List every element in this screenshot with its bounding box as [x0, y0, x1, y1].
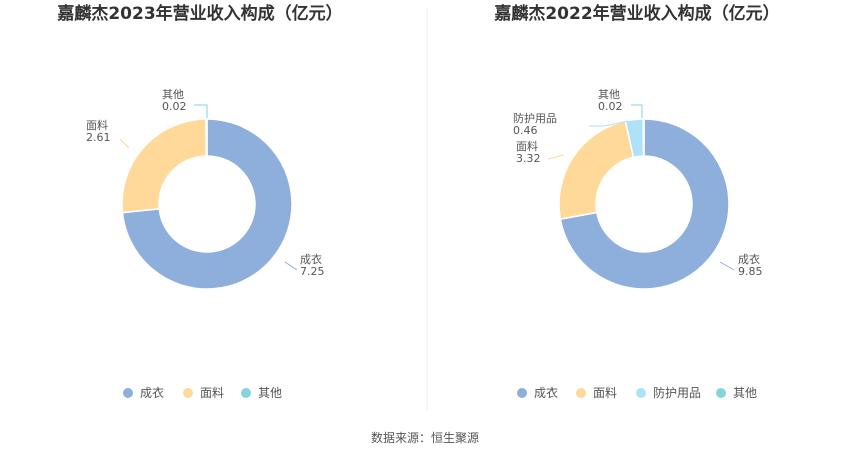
slice-leader-line — [194, 104, 208, 118]
slice-label-value: 9.85 — [738, 265, 763, 278]
legend-marker — [716, 388, 726, 398]
slice-label-name: 成衣 — [738, 252, 760, 266]
chart-title: 嘉麟杰2022年营业收入构成（亿元） — [493, 3, 779, 24]
legend-label: 其他 — [258, 386, 282, 400]
source-note: 数据来源：恒生聚源 — [371, 430, 479, 445]
slice-label-value: 0.46 — [513, 124, 538, 137]
slice-label-name: 其他 — [162, 88, 184, 101]
slice-label-value: 3.32 — [516, 152, 541, 165]
slice-label-value: 0.02 — [598, 100, 623, 113]
legend-label: 其他 — [733, 386, 757, 400]
legend-marker — [183, 388, 193, 398]
slice-leader-line — [547, 154, 565, 160]
donut-slice-2 — [558, 120, 635, 220]
slice-label-value: 7.25 — [300, 265, 325, 278]
legend-marker — [241, 388, 251, 398]
donut-slice-1 — [559, 118, 730, 290]
legend-label: 成衣 — [534, 385, 558, 400]
donut-slice-1 — [121, 118, 293, 290]
slice-label-name: 防护用品 — [513, 111, 557, 125]
slice-label-name: 其他 — [598, 88, 620, 101]
slice-label-value: 2.61 — [86, 131, 111, 144]
legend-label: 成衣 — [140, 385, 164, 400]
donut-slice-4 — [642, 118, 645, 157]
legend-label: 面料 — [593, 386, 617, 400]
slice-leader-line — [589, 120, 629, 127]
legend-marker — [517, 388, 527, 398]
slice-leader-line — [631, 104, 643, 118]
slice-label-name: 面料 — [516, 139, 538, 153]
slice-label-value: 0.02 — [162, 100, 187, 113]
slice-leader-line — [119, 138, 130, 149]
legend-marker — [123, 388, 133, 398]
legend-marker — [576, 388, 586, 398]
donut-slice-3 — [205, 118, 208, 157]
legend-marker — [636, 388, 646, 398]
slice-leader-line — [284, 261, 298, 271]
legend-label: 面料 — [200, 386, 224, 400]
donut-slice-2 — [121, 118, 208, 214]
slice-label-name: 面料 — [86, 118, 108, 132]
slice-leader-line — [719, 261, 735, 271]
slice-label-name: 成衣 — [300, 252, 322, 266]
chart-title: 嘉麟杰2023年营业收入构成（亿元） — [56, 3, 342, 24]
legend-label: 防护用品 — [653, 385, 701, 400]
